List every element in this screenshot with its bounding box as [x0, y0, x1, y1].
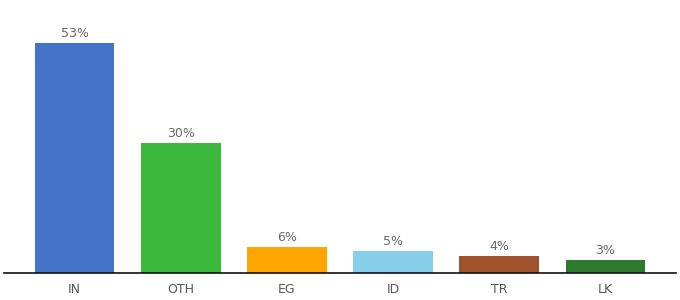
Text: 6%: 6% [277, 231, 297, 244]
Bar [566, 260, 645, 273]
Bar [247, 247, 326, 273]
Text: 30%: 30% [167, 127, 194, 140]
Bar [141, 143, 220, 273]
Text: 53%: 53% [61, 27, 88, 40]
Bar [354, 251, 433, 273]
Text: 4%: 4% [490, 240, 509, 253]
Text: 5%: 5% [383, 236, 403, 248]
Bar [460, 256, 539, 273]
Bar [35, 43, 114, 273]
Text: 3%: 3% [596, 244, 615, 257]
